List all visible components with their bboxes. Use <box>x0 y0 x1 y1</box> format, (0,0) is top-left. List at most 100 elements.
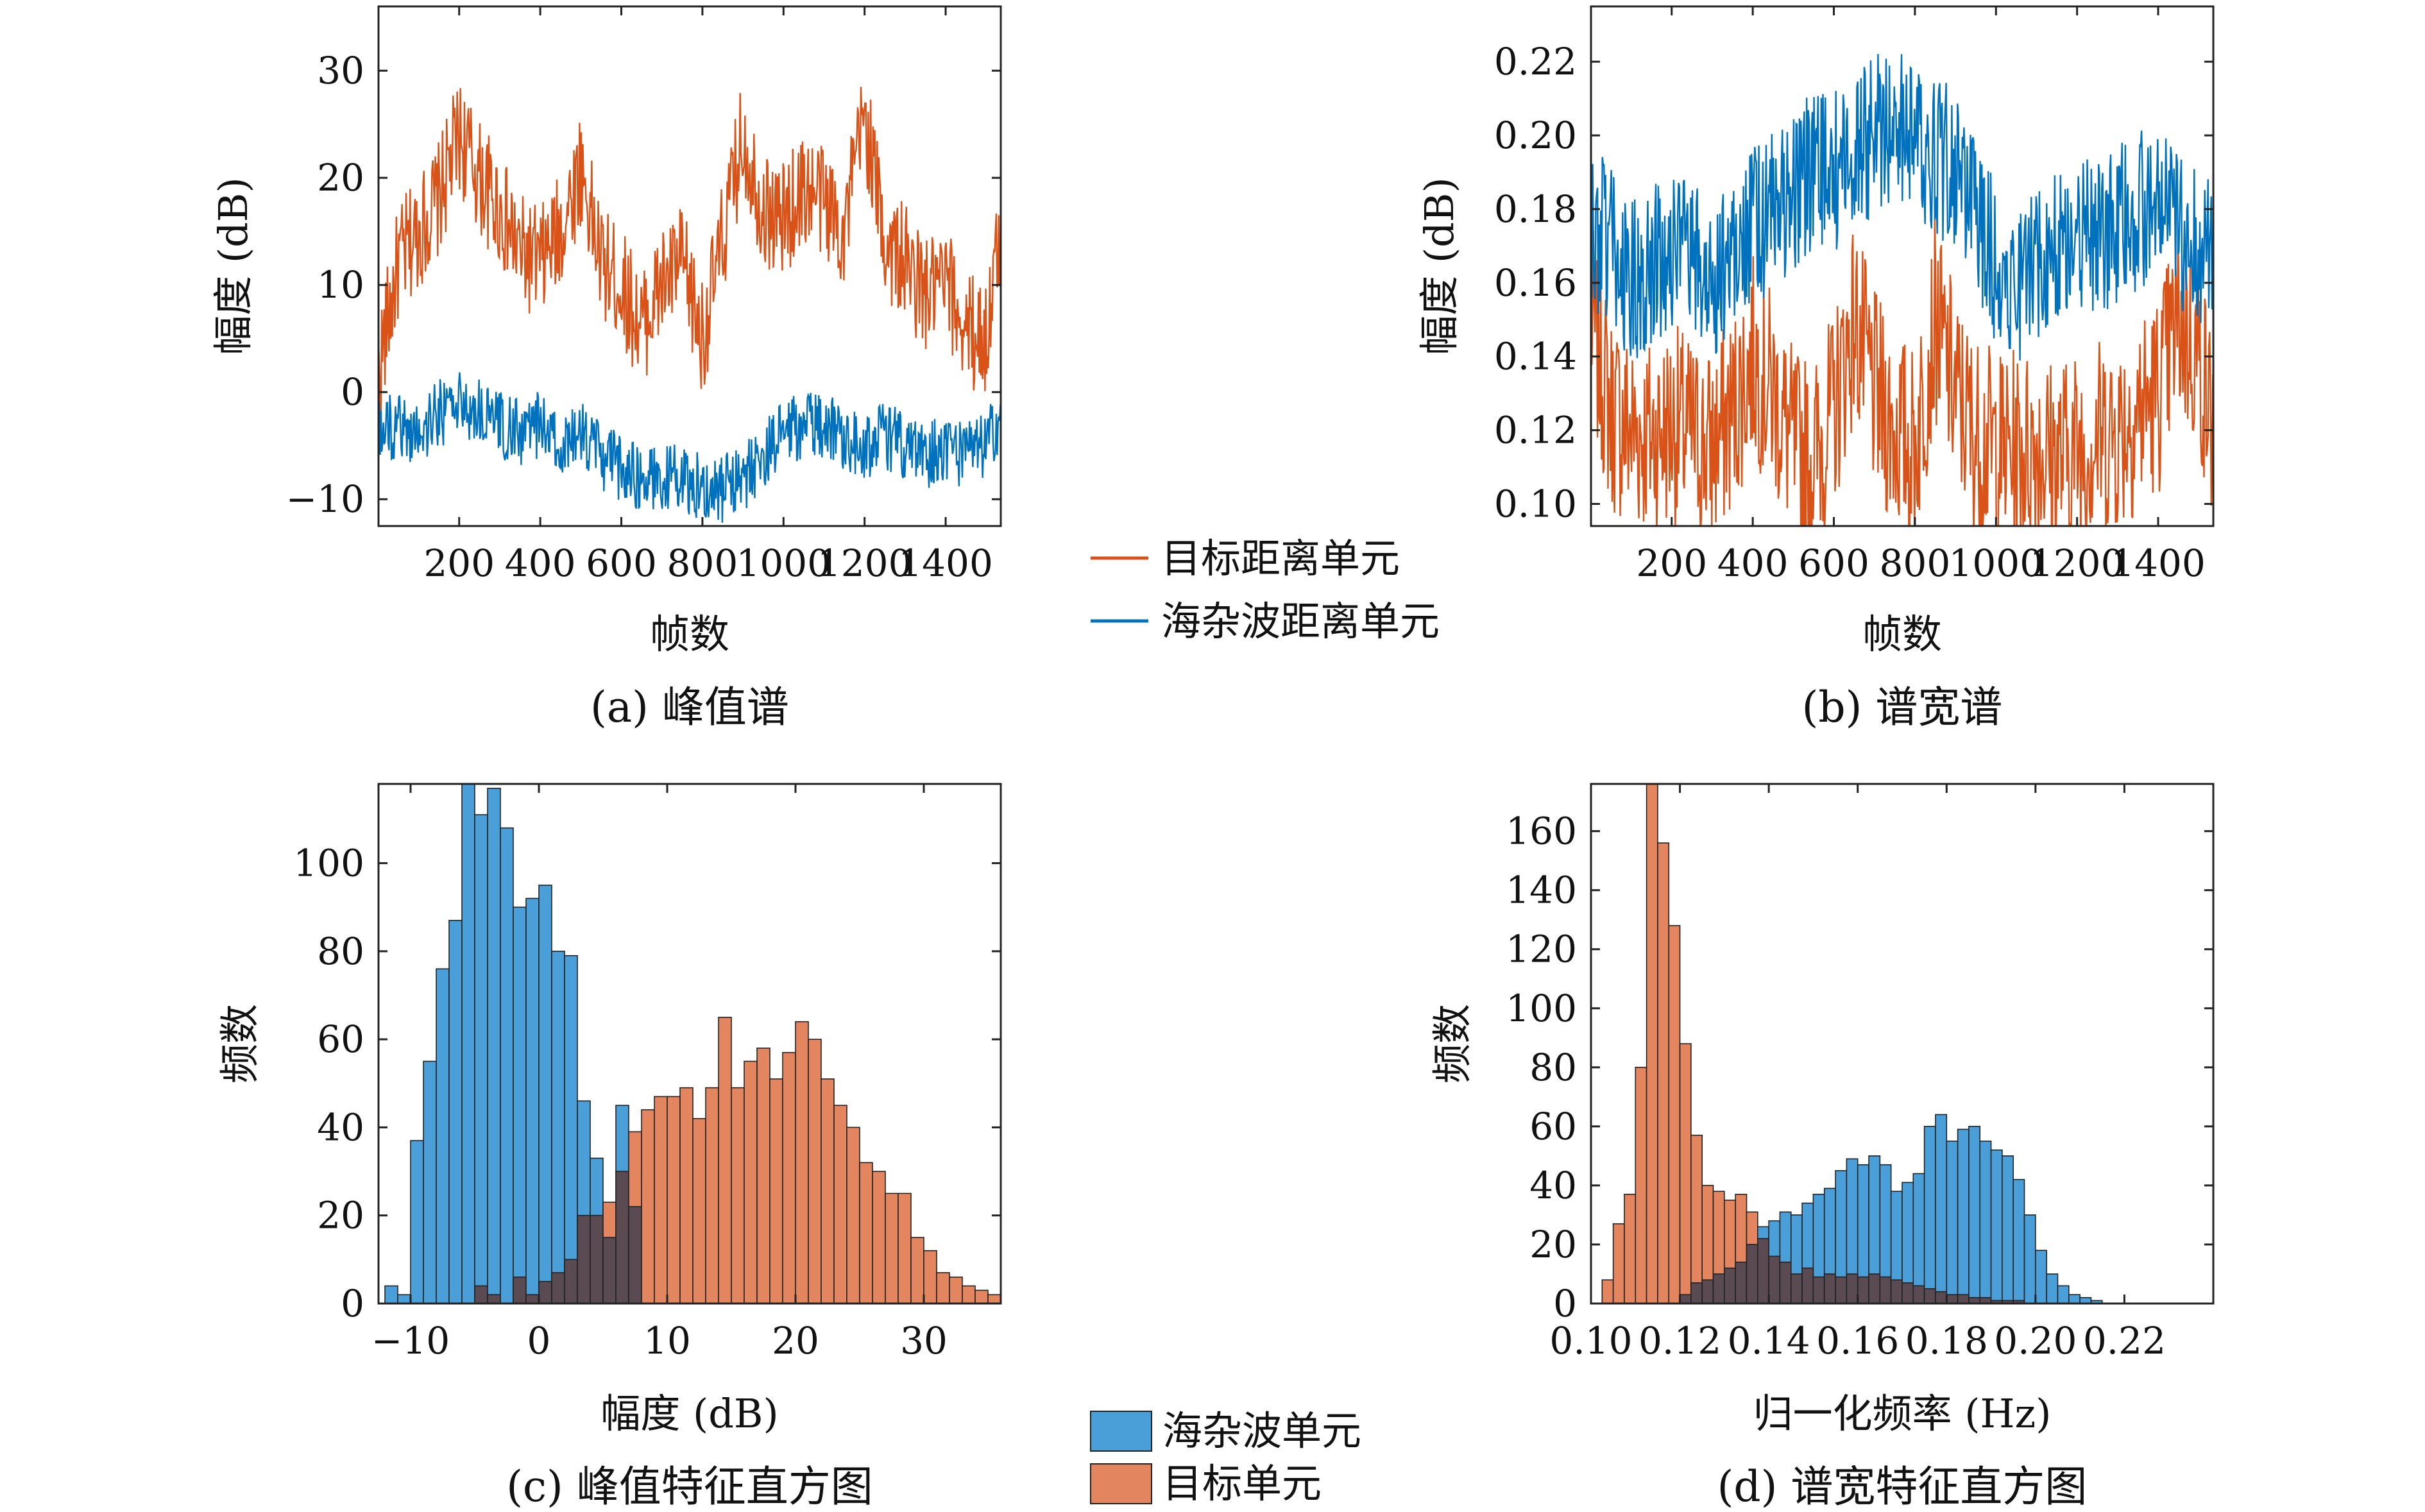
histogram-bar-overlap <box>615 1171 629 1304</box>
histogram-bar-clutter <box>500 827 514 1304</box>
panel-c-frame <box>377 783 1002 1305</box>
y-tick-label: 0.14 <box>1494 335 1577 378</box>
histogram-bar-clutter <box>564 955 578 1304</box>
series-line-clutter <box>1591 54 2213 361</box>
histogram-bar-target <box>846 1126 860 1304</box>
histogram-bar-overlap <box>1912 1285 1925 1304</box>
histogram-bar-overlap <box>628 1206 642 1304</box>
y-tick-label: 40 <box>317 1105 364 1149</box>
x-tick-label: 600 <box>586 541 657 585</box>
panel-d-frame <box>1590 783 2215 1305</box>
x-tick-label: 1200 <box>817 541 912 585</box>
x-tick-label: 10 <box>643 1319 691 1363</box>
x-tick-label: 0.10 <box>1549 1319 1632 1363</box>
histogram-bar-clutter <box>1923 1126 1936 1304</box>
histogram-bar-clutter <box>1935 1114 1948 1304</box>
panel-c-ylabel: 频数 <box>216 1004 263 1083</box>
legend-target-line-label: 目标距离单元 <box>1161 535 1400 582</box>
histogram-bar-overlap <box>1757 1237 1769 1304</box>
histogram-bar-target <box>705 1087 719 1304</box>
histogram-bar-overlap <box>1712 1273 1725 1304</box>
x-tick-label: 1000 <box>736 541 831 585</box>
y-tick-label: 20 <box>317 1194 364 1237</box>
y-tick-label: −10 <box>286 477 364 521</box>
y-tick-label: 160 <box>1506 810 1577 853</box>
histogram-bar-overlap <box>590 1214 604 1304</box>
histogram-bar-target <box>962 1285 976 1304</box>
x-tick-label: 20 <box>772 1319 819 1363</box>
histogram-bar-overlap <box>1935 1291 1948 1304</box>
histogram-bar-overlap <box>551 1272 565 1304</box>
x-tick-label: 400 <box>505 541 576 585</box>
x-tick-label: 200 <box>423 541 495 585</box>
histogram-bar-target <box>1646 783 1658 1304</box>
histogram-bar-clutter <box>2068 1294 2080 1304</box>
histogram-bar-overlap <box>1735 1261 1748 1304</box>
histogram-bar-overlap <box>1835 1276 1848 1304</box>
x-tick-label: 200 <box>1636 541 1707 585</box>
x-tick-label: 0.22 <box>2083 1319 2166 1363</box>
histogram-bar-overlap <box>1779 1261 1792 1304</box>
y-tick-label: 0.12 <box>1494 409 1577 452</box>
histogram-bar-target <box>1690 1134 1703 1304</box>
y-tick-label: 140 <box>1506 869 1577 912</box>
histogram-bar-overlap <box>1746 1244 1758 1304</box>
line-legend: 目标距离单元 海杂波距离单元 <box>1091 535 1440 645</box>
histogram-bar-target <box>949 1277 963 1304</box>
histogram-bar-target <box>1635 1067 1647 1304</box>
series-line-target <box>1591 219 2213 526</box>
histogram-bar-target <box>936 1272 950 1304</box>
y-tick-label: 40 <box>1529 1164 1577 1207</box>
histogram-bar-target <box>1624 1193 1637 1304</box>
histogram-bar-target <box>821 1078 835 1304</box>
panel-d-plot-area <box>1601 783 2103 1304</box>
histogram-bar-overlap <box>1857 1276 1869 1304</box>
histogram-bar-target <box>692 1117 706 1304</box>
histogram-bar-overlap <box>1790 1273 1803 1304</box>
histogram-bar-overlap <box>1890 1279 1903 1304</box>
y-tick-label: 10 <box>317 263 364 307</box>
histogram-bar-clutter <box>474 814 488 1304</box>
panel-b-caption: (b) 谱宽谱 <box>1802 683 2003 732</box>
histogram-bar-clutter <box>1968 1126 1981 1304</box>
histogram-bar-target <box>654 1096 668 1304</box>
x-tick-label: 0.16 <box>1816 1319 1899 1363</box>
legend-target-bar-swatch <box>1090 1463 1152 1504</box>
histogram-bar-clutter <box>423 1060 437 1304</box>
y-tick-label: 0 <box>341 370 364 414</box>
histogram-bar-overlap <box>1768 1255 1781 1304</box>
histogram-bar-overlap <box>602 1237 617 1304</box>
histogram-bar-clutter <box>1946 1141 1959 1304</box>
histogram-bar-overlap <box>474 1285 488 1304</box>
panel-c-caption: (c) 峰值特征直方图 <box>506 1462 872 1511</box>
x-tick-label: 1000 <box>1948 541 2043 585</box>
histogram-bar-target <box>808 1039 822 1304</box>
series-line-clutter <box>379 372 1001 523</box>
legend-clutter-bar-swatch <box>1090 1411 1152 1452</box>
panel-b-ylabel: 幅度 (dB) <box>1416 177 1463 355</box>
histogram-bar-clutter <box>1990 1149 2003 1304</box>
panel-a-frame <box>377 5 1002 527</box>
histogram-bar-clutter <box>384 1285 398 1304</box>
histogram-bar-clutter <box>2002 1155 2014 1304</box>
histogram-bar-overlap <box>577 1214 591 1304</box>
y-tick-label: 80 <box>1529 1046 1577 1089</box>
histogram-bar-target <box>987 1294 1001 1304</box>
histogram-bar-target <box>872 1171 886 1304</box>
series-line-target <box>379 87 1001 411</box>
histogram-bar-clutter <box>410 1140 424 1304</box>
panel-a-caption: (a) 峰值谱 <box>590 683 789 732</box>
x-tick-label: 0 <box>527 1319 551 1363</box>
y-tick-label: 0 <box>341 1282 364 1325</box>
histogram-bar-overlap <box>1868 1273 1881 1304</box>
histogram-bar-clutter <box>538 885 552 1304</box>
histogram-bar-overlap <box>1923 1288 1936 1304</box>
histogram-bar-overlap <box>487 1294 501 1304</box>
histogram-bar-clutter <box>461 783 475 1304</box>
histogram-bar-target <box>885 1193 899 1304</box>
